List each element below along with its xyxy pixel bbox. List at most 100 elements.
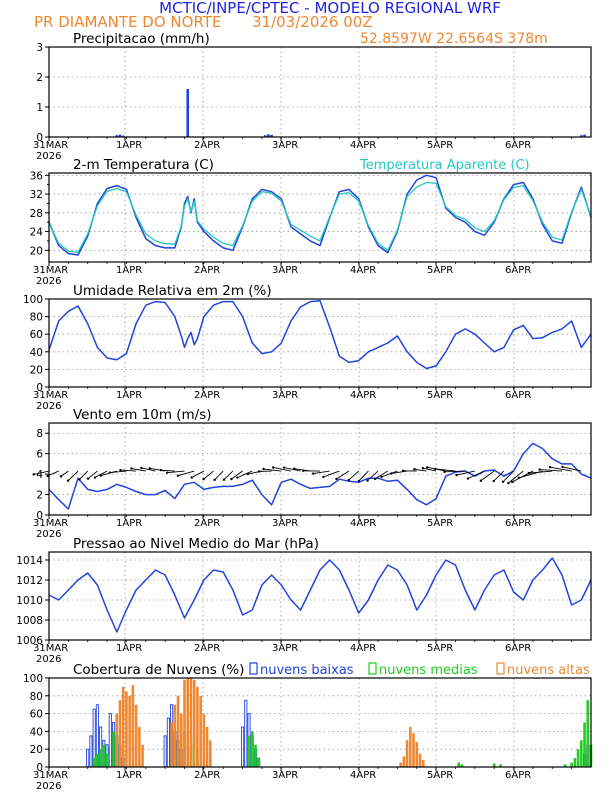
wind-barb-head [434, 467, 437, 471]
wind-barb [381, 470, 398, 478]
y-tick-label: 20 [30, 364, 43, 376]
series-line-vento [48, 442, 592, 510]
bar-nuvens-altas [125, 691, 128, 767]
rh-title: Umidade Relativa em 2m (%) [73, 283, 272, 299]
wind-barb [549, 466, 572, 472]
bar-nuvens-altas [405, 740, 409, 767]
wind-barb [284, 467, 301, 472]
wind-barb-head [130, 467, 133, 470]
y-tick-label: 1006 [16, 635, 43, 647]
wind-barb [528, 470, 553, 474]
bar-nuvens-medias [499, 764, 502, 767]
wind-barb [33, 470, 50, 475]
x-label-year: 2026 [36, 151, 61, 162]
wind-barb-head [46, 474, 49, 478]
wind-barb-head [380, 475, 383, 478]
bar-nuvens-medias [250, 731, 254, 767]
wind-barb-head [548, 466, 552, 469]
wind-barb [67, 470, 79, 482]
series-line-umidade-relativa [48, 300, 592, 370]
wind-barb [435, 468, 456, 472]
x-tick-label: 6APR [505, 390, 531, 401]
wind-barb [358, 470, 369, 482]
y-tick-label: 2 [36, 490, 43, 502]
bar-nuvens-medias [102, 744, 106, 767]
wind-barb-head [140, 466, 143, 470]
wind-barb-head [271, 466, 275, 469]
bar-nuvens-medias [492, 763, 496, 767]
header-run: 31/03/2026 00Z [252, 13, 373, 31]
bar-nuvens-baixas [241, 726, 245, 768]
bar-nuvens-altas [170, 722, 173, 767]
x-tick-label: 2APR [194, 390, 220, 401]
x-tick-label: 1APR [116, 643, 142, 654]
wind-barb [191, 470, 205, 478]
x-label-year: 2026 [36, 401, 61, 412]
wind-barb [444, 470, 466, 473]
wind-barb [391, 470, 408, 474]
wind-barb-head [66, 479, 70, 482]
x-label-first: 31MAR [33, 265, 68, 276]
wind-barb [367, 470, 379, 481]
clouds-title: Cobertura de Nuvens (%) [73, 662, 244, 678]
bar-nuvens-altas [183, 679, 186, 767]
cloud-legend-swatch [496, 662, 505, 675]
wind-barb [87, 470, 98, 480]
x-label-first: 31MAR [33, 390, 68, 401]
cloud-legend-label: nuvens medias [379, 663, 478, 678]
bar-Precipitacao [263, 135, 267, 137]
wind-barb-head [357, 479, 361, 483]
wind-barb [467, 470, 485, 479]
y-tick-label: 60 [30, 709, 43, 721]
wind-barb-head [366, 479, 369, 482]
wind-barb [231, 470, 243, 480]
header-title: MCTIC/INPE/CPTEC - MODELO REGIONAL WRF [159, 0, 501, 17]
bar-nuvens-altas [209, 740, 212, 767]
bar-nuvens-altas [205, 726, 209, 767]
wind-barb-head [507, 481, 510, 485]
bar-Precipitacao [580, 135, 583, 137]
header-coords: 52.8597W 22.6564S 378m [360, 31, 548, 47]
bar-nuvens-medias [570, 762, 573, 767]
x-tick-label: 5APR [427, 643, 453, 654]
panel-frame [48, 551, 592, 641]
bar-nuvens-altas [412, 733, 415, 767]
wind-barb-head [492, 479, 495, 483]
y-tick-label: 3 [36, 42, 43, 54]
x-label-first: 31MAR [33, 140, 68, 151]
y-tick-label: 1 [36, 102, 43, 114]
x-tick-label: 3APR [272, 643, 298, 654]
wind-barb-head [561, 465, 564, 469]
wind-barb-head [176, 474, 180, 477]
bar-nuvens-medias [583, 722, 586, 767]
x-tick-label: 1APR [116, 770, 142, 781]
y-tick-label: 6 [36, 449, 43, 461]
wind-barb-head [32, 473, 35, 476]
x-tick-label: 3APR [272, 140, 298, 151]
y-tick-label: 0 [36, 132, 43, 144]
wind-barb-head [148, 467, 151, 470]
bar-nuvens-altas [189, 678, 193, 767]
x-tick-label: 4APR [350, 770, 376, 781]
y-tick-label: 28 [30, 208, 43, 220]
wind-barb-head [401, 469, 405, 472]
bar-nuvens-altas [418, 753, 422, 767]
x-tick-label: 1APR [116, 265, 142, 276]
y-tick-label: 80 [30, 312, 43, 324]
wind-barb [374, 470, 388, 480]
wind-barb [160, 469, 175, 472]
y-tick-label: 100 [23, 673, 43, 685]
wind-barb [94, 470, 108, 478]
wind-barb [263, 468, 282, 472]
wind-barb-head [421, 467, 425, 470]
x-tick-label: 5APR [427, 265, 453, 276]
bar-nuvens-altas [141, 744, 144, 767]
y-tick-label: 4 [36, 469, 43, 481]
wind-barb-head [159, 468, 163, 472]
